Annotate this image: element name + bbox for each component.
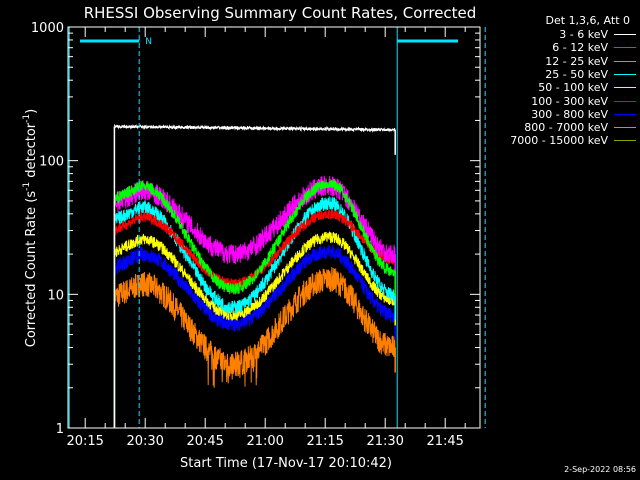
x-axis-label: Start Time (17-Nov-17 20:10:42)	[180, 456, 392, 471]
plot-frame	[67, 26, 481, 429]
y-tick-label-3: 1000	[31, 21, 64, 36]
chart-title: RHESSI Observing Summary Count Rates, Co…	[84, 4, 477, 22]
axes-layer: 1 10 100 1000 20:15 20:30 20:45 21:00 21:15 21:30…	[31, 21, 481, 449]
x-tick-label-6: 21:45	[426, 434, 463, 449]
legend-item: 7000 - 15000 keV	[480, 134, 640, 147]
series-line-4	[114, 231, 396, 321]
legend-label: 12 - 25 keV	[545, 54, 608, 68]
series-line-6	[113, 244, 396, 332]
overlay-layer: N	[68, 27, 486, 428]
legend-swatch	[614, 100, 636, 102]
x-tick-label-4: 21:15	[306, 434, 343, 449]
series-line-7	[113, 266, 396, 388]
legend-item: 100 - 300 keV	[480, 95, 640, 108]
legend-label: 6 - 12 keV	[552, 41, 608, 55]
series-layer	[113, 123, 396, 428]
legend-item: 6 - 12 keV	[480, 41, 640, 54]
legend-label: 300 - 800 keV	[531, 107, 608, 121]
legend-swatch	[614, 73, 636, 75]
legend-label: 3 - 6 keV	[559, 28, 608, 41]
legend-swatch	[614, 87, 636, 89]
x-tick-label-5: 21:30	[366, 434, 403, 449]
legend-item: 50 - 100 keV	[480, 81, 640, 94]
x-tick-label-3: 21:00	[246, 434, 283, 449]
timestamp-footer: 2-Sep-2022 08:56	[564, 465, 636, 474]
legend-label: 25 - 50 keV	[545, 67, 608, 81]
series-line-2	[113, 178, 396, 295]
legend-item: 800 - 7000 keV	[480, 121, 640, 134]
x-tick-label-2: 20:45	[186, 434, 223, 449]
legend-label: 50 - 100 keV	[538, 81, 608, 95]
legend-label: 800 - 7000 keV	[524, 121, 608, 135]
legend-label: 100 - 300 keV	[531, 94, 608, 108]
y-tick-label-1: 10	[47, 288, 64, 303]
series-line-0	[113, 123, 396, 133]
y-axis-label: Corrected Count Rate (s-1 detector-1)	[22, 109, 39, 347]
y-tick-label-0: 1	[56, 422, 64, 437]
legend-item: 25 - 50 keV	[480, 68, 640, 81]
legend-item: 300 - 800 keV	[480, 108, 640, 121]
legend-swatch	[614, 34, 636, 35]
legend-header: Det 1,3,6, Att 0	[480, 14, 640, 27]
night-bar-label-0: N	[145, 37, 152, 47]
y-tick-label-2: 100	[39, 155, 64, 170]
legend-label: 7000 - 15000 keV	[510, 134, 608, 148]
x-tick-label-1: 20:30	[126, 434, 163, 449]
x-tick-label-0: 20:15	[66, 434, 103, 449]
legend-header-text: Det 1,3,6, Att 0	[545, 14, 630, 27]
legend-swatch	[614, 113, 636, 115]
legend-swatch	[614, 47, 636, 49]
legend-item: 3 - 6 keV	[480, 28, 640, 41]
legend-swatch	[614, 140, 636, 142]
legend-item: 12 - 25 keV	[480, 55, 640, 68]
legend-swatch	[614, 127, 636, 129]
legend-swatch	[614, 60, 636, 62]
